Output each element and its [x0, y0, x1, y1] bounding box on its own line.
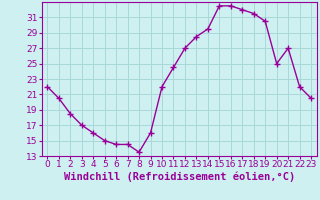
X-axis label: Windchill (Refroidissement éolien,°C): Windchill (Refroidissement éolien,°C) [64, 172, 295, 182]
